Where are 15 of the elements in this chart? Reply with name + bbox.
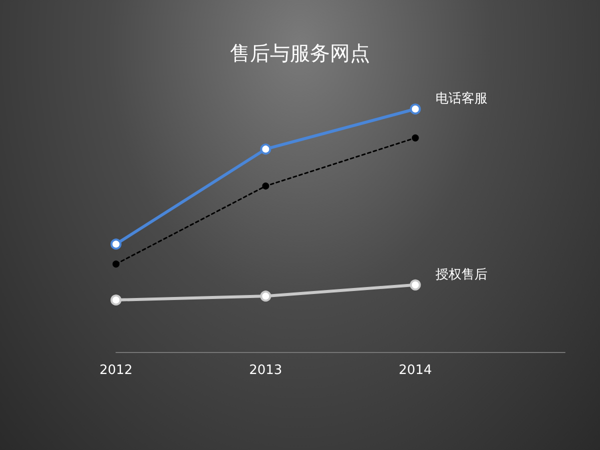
x-tick-label: 2012 — [99, 363, 133, 378]
point — [110, 238, 122, 250]
x-tick-label: 2014 — [398, 363, 432, 378]
point — [112, 260, 120, 268]
series-label: 电话客服 — [435, 90, 488, 106]
point — [260, 144, 272, 155]
series-label: 授权售后 — [435, 267, 488, 282]
point — [410, 279, 421, 290]
point — [260, 290, 272, 302]
x-tick-label: 2013 — [249, 363, 282, 378]
point — [410, 104, 421, 114]
point — [412, 134, 419, 142]
point — [262, 182, 270, 190]
chart-title: 售后与服务网点 — [230, 41, 370, 65]
point — [110, 294, 122, 306]
